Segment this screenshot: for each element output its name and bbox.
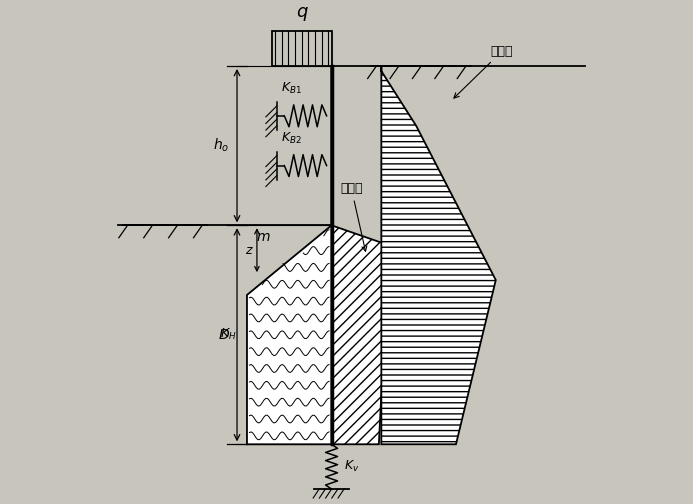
- Text: $K_H$: $K_H$: [220, 327, 237, 342]
- Polygon shape: [381, 66, 495, 445]
- Text: D: D: [219, 328, 229, 342]
- Text: m: m: [257, 230, 270, 244]
- Text: z: z: [245, 244, 252, 257]
- Text: 水压力: 水压力: [454, 45, 514, 98]
- Text: $h_o$: $h_o$: [213, 137, 229, 154]
- Bar: [272, 31, 331, 66]
- Text: 土压力: 土压力: [340, 182, 367, 251]
- Text: $K_v$: $K_v$: [344, 459, 360, 474]
- Polygon shape: [331, 66, 389, 445]
- Text: $K_{B1}$: $K_{B1}$: [281, 81, 302, 96]
- Text: $K_{B2}$: $K_{B2}$: [281, 131, 302, 146]
- Polygon shape: [247, 225, 331, 445]
- Text: q: q: [296, 4, 308, 21]
